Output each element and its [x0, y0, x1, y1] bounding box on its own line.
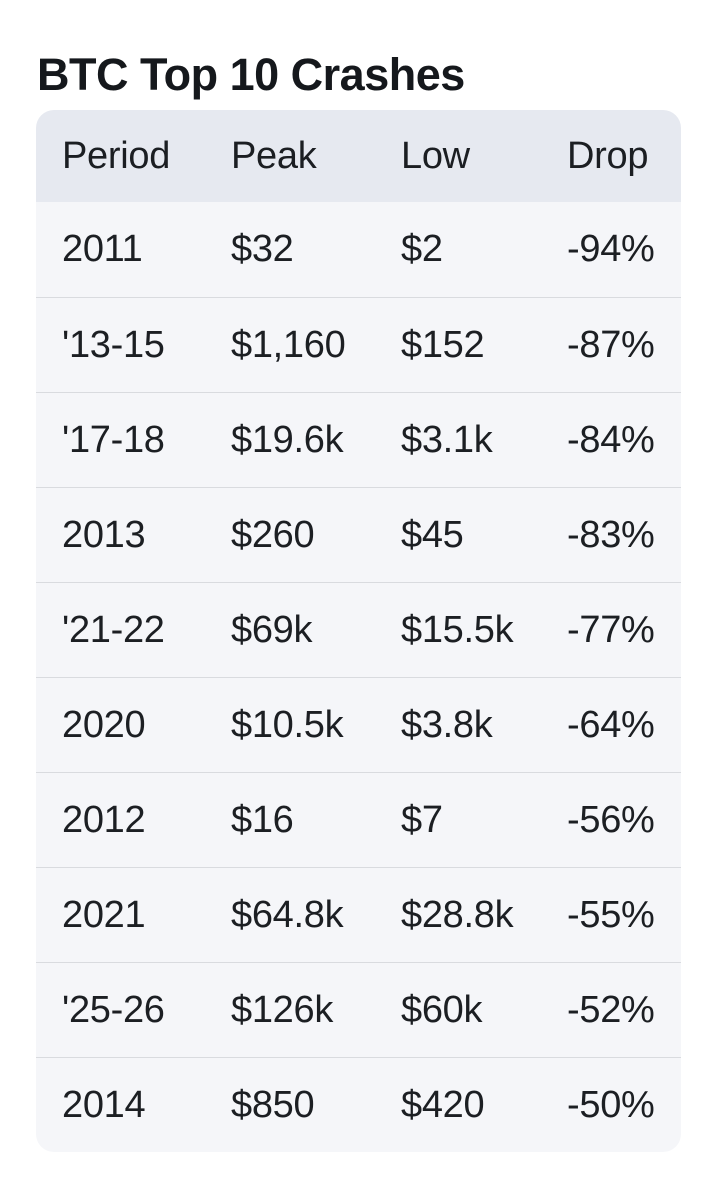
cell-low: $3.8k: [375, 677, 541, 772]
cell-low: $45: [375, 487, 541, 582]
header-period: Period: [36, 110, 205, 202]
table-row: '25-26 $126k $60k -52%: [36, 962, 681, 1057]
table-row: 2013 $260 $45 -83%: [36, 487, 681, 582]
page-title: BTC Top 10 Crashes: [37, 49, 465, 101]
table-row: 2021 $64.8k $28.8k -55%: [36, 867, 681, 962]
header-row: Period Peak Low Drop: [36, 110, 681, 202]
table-body: 2011 $32 $2 -94% '13-15 $1,160 $152 -87%…: [36, 202, 681, 1152]
cell-low: $152: [375, 297, 541, 392]
cell-low: $15.5k: [375, 582, 541, 677]
cell-period: '17-18: [36, 392, 205, 487]
cell-drop: -50%: [541, 1057, 681, 1152]
cell-low: $7: [375, 772, 541, 867]
cell-peak: $1,160: [205, 297, 375, 392]
cell-period: '25-26: [36, 962, 205, 1057]
cell-peak: $260: [205, 487, 375, 582]
cell-period: 2021: [36, 867, 205, 962]
table-row: 2014 $850 $420 -50%: [36, 1057, 681, 1152]
cell-low: $420: [375, 1057, 541, 1152]
cell-peak: $126k: [205, 962, 375, 1057]
btc-crashes-table: Period Peak Low Drop 2011 $32 $2 -94% '1…: [36, 110, 681, 1152]
cell-peak: $10.5k: [205, 677, 375, 772]
cell-low: $3.1k: [375, 392, 541, 487]
cell-period: '13-15: [36, 297, 205, 392]
cell-period: 2011: [36, 202, 205, 297]
cell-period: 2013: [36, 487, 205, 582]
cell-period: 2012: [36, 772, 205, 867]
table-row: 2020 $10.5k $3.8k -64%: [36, 677, 681, 772]
cell-drop: -52%: [541, 962, 681, 1057]
cell-low: $2: [375, 202, 541, 297]
cell-peak: $850: [205, 1057, 375, 1152]
table-row: '17-18 $19.6k $3.1k -84%: [36, 392, 681, 487]
cell-drop: -87%: [541, 297, 681, 392]
cell-drop: -77%: [541, 582, 681, 677]
cell-drop: -94%: [541, 202, 681, 297]
table-row: 2012 $16 $7 -56%: [36, 772, 681, 867]
cell-drop: -84%: [541, 392, 681, 487]
cell-period: '21-22: [36, 582, 205, 677]
cell-low: $28.8k: [375, 867, 541, 962]
cell-peak: $19.6k: [205, 392, 375, 487]
cell-drop: -64%: [541, 677, 681, 772]
header-low: Low: [375, 110, 541, 202]
table-row: '13-15 $1,160 $152 -87%: [36, 297, 681, 392]
table-header: Period Peak Low Drop: [36, 110, 681, 202]
cell-drop: -83%: [541, 487, 681, 582]
table-row: '21-22 $69k $15.5k -77%: [36, 582, 681, 677]
cell-peak: $32: [205, 202, 375, 297]
cell-peak: $64.8k: [205, 867, 375, 962]
cell-peak: $69k: [205, 582, 375, 677]
header-peak: Peak: [205, 110, 375, 202]
cell-drop: -56%: [541, 772, 681, 867]
table-row: 2011 $32 $2 -94%: [36, 202, 681, 297]
cell-low: $60k: [375, 962, 541, 1057]
cell-period: 2014: [36, 1057, 205, 1152]
cell-drop: -55%: [541, 867, 681, 962]
cell-peak: $16: [205, 772, 375, 867]
header-drop: Drop: [541, 110, 681, 202]
cell-period: 2020: [36, 677, 205, 772]
